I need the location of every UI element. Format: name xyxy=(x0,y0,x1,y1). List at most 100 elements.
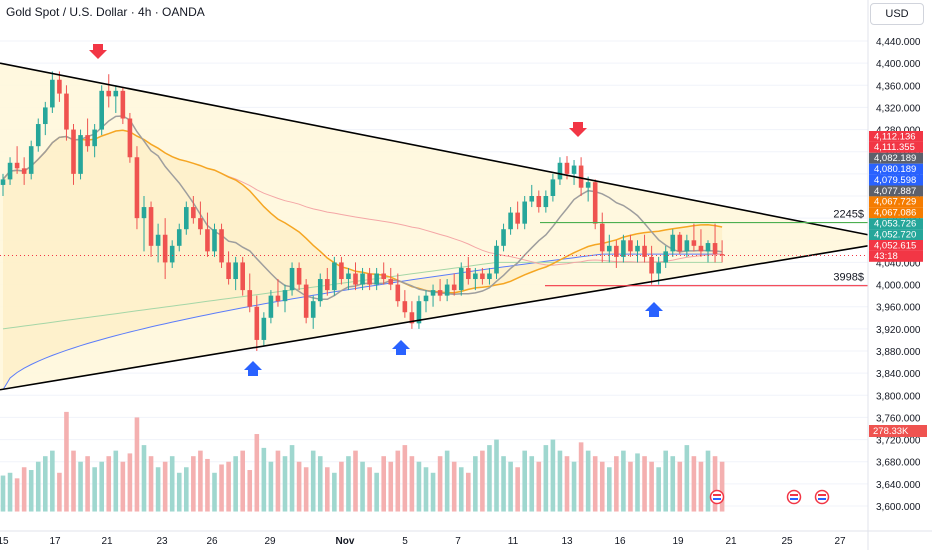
support-label: 3998$ xyxy=(833,272,864,284)
candle-body xyxy=(198,218,203,230)
candle-body xyxy=(451,284,457,291)
volume-bar xyxy=(416,461,422,512)
candle-body xyxy=(571,165,577,174)
volume-bar xyxy=(550,439,556,512)
volume-label-text: 278.33K xyxy=(873,426,909,437)
x-tick-label: 19 xyxy=(672,536,684,547)
candle-body xyxy=(247,290,253,307)
volume-bar xyxy=(458,467,464,512)
volume-bar xyxy=(120,461,126,512)
price-labels: 4,112.1364,111.3554,082.1894,080.1894,07… xyxy=(869,131,927,437)
volume-bar xyxy=(712,456,718,512)
volume-bar xyxy=(536,461,542,512)
chart-title: Gold Spot / U.S. Dollar · 4h · OANDA xyxy=(6,5,205,19)
volume-bar xyxy=(480,450,485,512)
candlesticks xyxy=(0,71,725,351)
x-tick-label: 25 xyxy=(781,536,793,547)
y-tick-label: 4,320.000 xyxy=(876,103,921,114)
volume-bar xyxy=(444,450,450,512)
candle-body xyxy=(712,243,718,255)
volume-bar xyxy=(254,434,260,512)
candle-body xyxy=(141,207,147,219)
candle-body xyxy=(261,317,267,340)
volume-bar xyxy=(332,472,337,512)
volume-bar xyxy=(395,450,401,512)
candle-body xyxy=(346,273,351,280)
x-tick-label: 17 xyxy=(49,536,61,547)
volume-bar xyxy=(381,456,386,512)
candle-body xyxy=(148,207,154,246)
candle-body xyxy=(642,245,647,257)
currency-button[interactable]: USD xyxy=(870,3,924,25)
volume-bar xyxy=(219,464,224,512)
price-label-box xyxy=(869,131,923,142)
volume-bar xyxy=(494,439,499,512)
price-label-box xyxy=(869,141,923,153)
price-label-box xyxy=(869,250,923,262)
price-label-box xyxy=(869,240,923,251)
up-arrow-icon xyxy=(244,361,262,376)
candle-body xyxy=(78,135,83,174)
x-tick-label: 13 xyxy=(561,536,573,547)
drawings: 2245$ 3998$ xyxy=(0,44,869,505)
candle-body xyxy=(7,162,13,180)
candle-body xyxy=(310,301,316,318)
candle-body xyxy=(43,107,48,125)
price-label-text: 4,067.086 xyxy=(874,208,916,219)
y-tick-label: 3,640.000 xyxy=(876,480,921,491)
candle-body xyxy=(501,229,506,246)
volume-bar xyxy=(198,450,203,512)
candle-body xyxy=(360,273,365,285)
price-label-box xyxy=(869,152,923,164)
volume-bar xyxy=(85,456,90,512)
volume-bar xyxy=(515,467,520,512)
volume-bar xyxy=(43,456,48,512)
candle-body xyxy=(529,196,535,202)
x-tick-label: 21 xyxy=(101,536,113,547)
volume-bar xyxy=(571,461,577,512)
price-label-text: 4,052.720 xyxy=(874,229,916,240)
candle-body xyxy=(437,290,443,296)
candle-body xyxy=(64,93,69,130)
candle-body xyxy=(205,229,210,252)
x-tick-label: Nov xyxy=(336,536,355,547)
volume-bar xyxy=(92,467,97,512)
up-arrow-icon xyxy=(392,340,410,355)
price-label-text: 4,080.189 xyxy=(874,164,916,175)
volume-bar xyxy=(14,478,20,512)
triangle-lower-line xyxy=(0,245,869,391)
triangle-upper-line xyxy=(0,62,869,236)
price-label-box xyxy=(869,185,923,197)
candle-body xyxy=(564,162,570,174)
volume-bar xyxy=(578,442,584,512)
candle-body xyxy=(92,129,97,147)
x-tick-label: 11 xyxy=(508,536,519,547)
candle-body xyxy=(416,301,422,324)
volume-bar xyxy=(451,461,457,512)
us-flag-event-icon xyxy=(709,489,725,505)
volume-bar xyxy=(466,472,471,512)
volume-bar xyxy=(599,461,605,512)
candle-body xyxy=(317,279,323,302)
volume-bar xyxy=(99,461,104,512)
us-flag-event-icon xyxy=(818,494,826,496)
volume-bar xyxy=(106,456,112,512)
volume-bar xyxy=(346,456,351,512)
volume-bar xyxy=(21,467,27,512)
candle-body xyxy=(0,179,6,185)
price-label-box xyxy=(869,174,923,186)
candle-body xyxy=(599,223,605,252)
price-label-text: 4,053.726 xyxy=(874,219,916,230)
price-label-box xyxy=(869,229,923,240)
down-arrow-icon xyxy=(569,122,587,137)
volume-bar xyxy=(621,450,626,512)
volume-bar xyxy=(409,456,415,512)
volume-bar xyxy=(402,445,408,512)
volume-bars xyxy=(0,411,725,512)
price-label-box xyxy=(869,207,923,219)
candle-body xyxy=(35,124,41,147)
us-flag-event-icon xyxy=(790,494,798,496)
x-tick-label: 27 xyxy=(834,536,846,547)
candle-body xyxy=(275,295,281,302)
